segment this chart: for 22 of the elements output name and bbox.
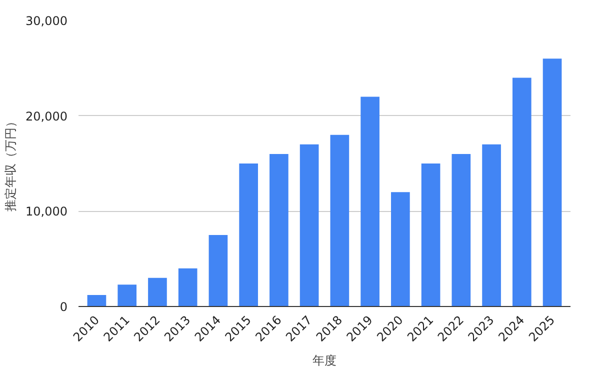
y-tick-label: 30,000 [26,14,68,28]
bar [270,154,288,306]
bar [148,278,167,306]
bar [87,295,106,306]
bar [118,284,137,306]
y-tick-label: 0 [60,300,68,314]
bar [391,192,410,306]
bar [300,144,319,306]
bar [208,235,228,306]
bar [482,144,501,306]
bar [178,268,198,306]
bar [512,78,532,306]
bar [452,154,471,306]
x-axis-title: 年度 [312,353,336,368]
bar [542,58,562,306]
bar [239,164,258,306]
y-tick-label: 10,000 [26,204,68,219]
bar [421,164,440,306]
y-tick-label: 20,000 [26,109,68,124]
bar [360,96,380,306]
y-axis-title: 推定年収（万円） [4,116,18,212]
bar [330,134,350,306]
